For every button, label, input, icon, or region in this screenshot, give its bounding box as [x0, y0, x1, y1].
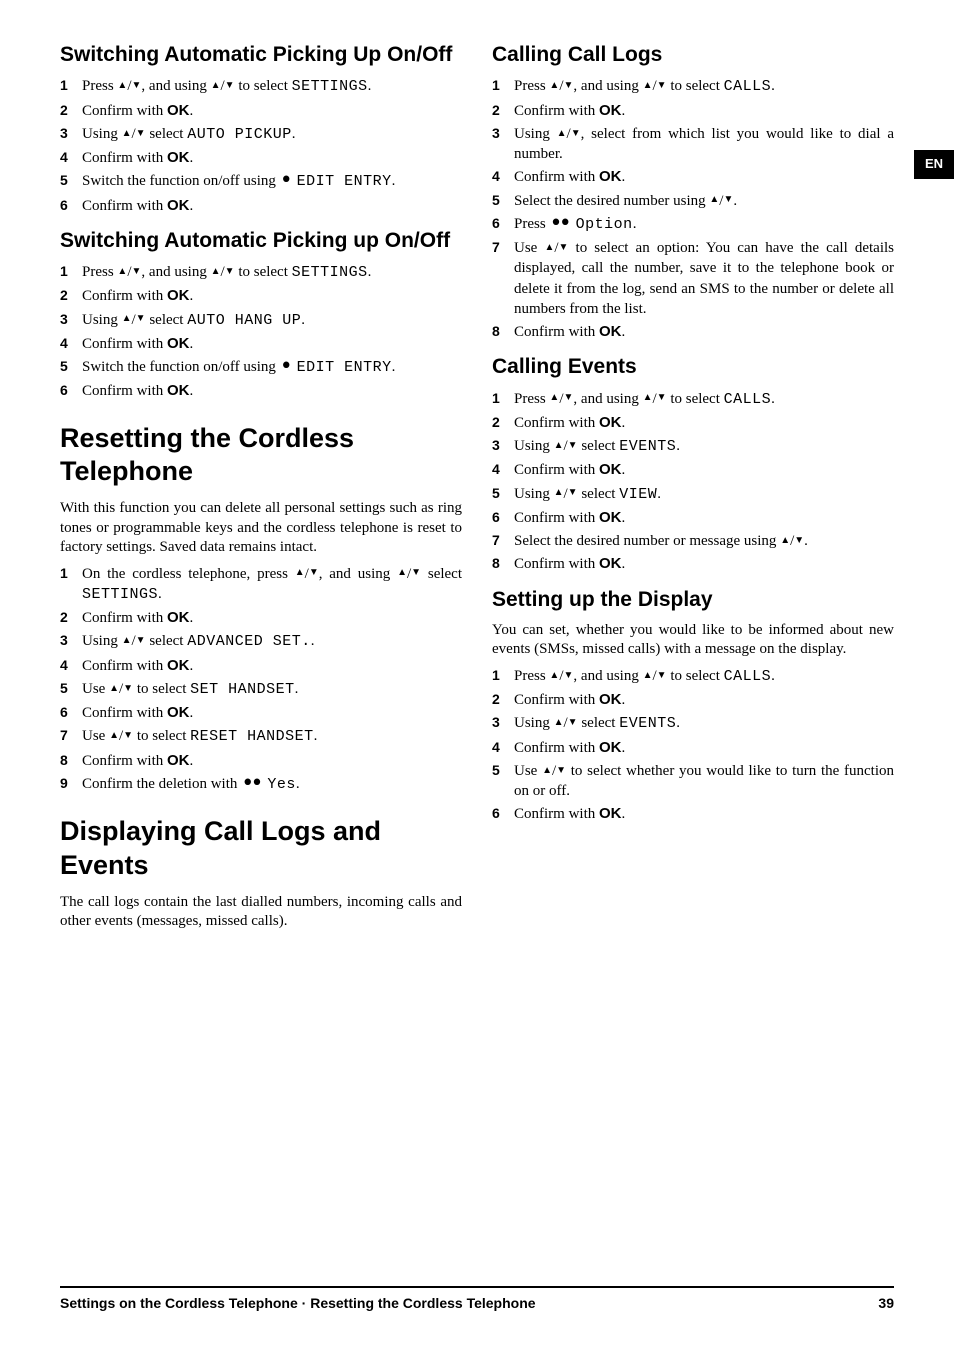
step-item: Press ▲/▼, and using ▲/▼ to select CALLS…	[492, 389, 894, 410]
step-item: Using ▲/▼ select VIEW.	[492, 484, 894, 505]
step-item: Confirm with OK.	[60, 381, 462, 401]
step-item: Confirm with OK.	[492, 738, 894, 758]
step-list: Press ▲/▼, and using ▲/▼ to select CALLS…	[492, 389, 894, 575]
step-item: Confirm with OK.	[492, 460, 894, 480]
step-item: Use ▲/▼ to select RESET HANDSET.	[60, 726, 462, 747]
step-item: Confirm with OK.	[492, 804, 894, 824]
step-item: Press ▲/▼, and using ▲/▼ to select SETTI…	[60, 76, 462, 97]
step-item: Select the desired number using ▲/▼.	[492, 191, 894, 211]
step-item: Confirm with OK.	[60, 196, 462, 216]
step-item: Confirm with OK.	[60, 656, 462, 676]
step-item: Using ▲/▼, select from which list you wo…	[492, 124, 894, 165]
page: EN Switching Automatic Picking Up On/Off…	[0, 0, 954, 1352]
step-list: On the cordless telephone, press ▲/▼, an…	[60, 564, 462, 796]
step-item: Using ▲/▼ select ADVANCED SET..	[60, 631, 462, 652]
section-heading: Switching Automatic Picking Up On/Off	[60, 42, 462, 68]
step-item: Confirm with OK.	[60, 608, 462, 628]
step-list: Press ▲/▼, and using ▲/▼ to select CALLS…	[492, 76, 894, 342]
step-item: Confirm with OK.	[60, 751, 462, 771]
step-item: On the cordless telephone, press ▲/▼, an…	[60, 564, 462, 606]
left-column: Switching Automatic Picking Up On/Off Pr…	[60, 30, 462, 938]
section-heading: Switching Automatic Picking up On/Off	[60, 228, 462, 254]
step-list: Press ▲/▼, and using ▲/▼ to select SETTI…	[60, 76, 462, 216]
step-item: Switch the function on/off using • EDIT …	[60, 357, 462, 378]
step-item: Confirm with OK.	[60, 101, 462, 121]
step-item: Confirm with OK.	[492, 413, 894, 433]
page-footer: Settings on the Cordless Telephone · Res…	[60, 1286, 894, 1312]
section-heading: Calling Call Logs	[492, 42, 894, 68]
step-item: Select the desired number or message usi…	[492, 531, 894, 551]
step-list: Press ▲/▼, and using ▲/▼ to select SETTI…	[60, 262, 462, 402]
section-heading: Calling Events	[492, 354, 894, 380]
step-item: Press ▲/▼, and using ▲/▼ to select SETTI…	[60, 262, 462, 283]
step-item: Press ▲/▼, and using ▲/▼ to select CALLS…	[492, 76, 894, 97]
step-item: Switch the function on/off using • EDIT …	[60, 171, 462, 192]
right-column: Calling Call Logs Press ▲/▼, and using ▲…	[492, 30, 894, 938]
major-heading: Displaying Call Logs and Events	[60, 815, 462, 883]
step-item: Using ▲/▼ select AUTO HANG UP.	[60, 310, 462, 331]
step-item: Confirm with OK.	[492, 167, 894, 187]
paragraph: With this function you can delete all pe…	[60, 499, 462, 558]
page-number: 39	[878, 1294, 894, 1312]
step-item: Confirm with OK.	[492, 554, 894, 574]
step-item: Use ▲/▼ to select whether you would like…	[492, 761, 894, 802]
language-tab: EN	[914, 150, 954, 179]
step-item: Confirm with OK.	[492, 101, 894, 121]
step-item: Confirm the deletion with •• Yes.	[60, 774, 462, 795]
step-item: Press ▲/▼, and using ▲/▼ to select CALLS…	[492, 666, 894, 687]
step-item: Use ▲/▼ to select an option: You can hav…	[492, 238, 894, 319]
step-item: Using ▲/▼ select EVENTS.	[492, 713, 894, 734]
step-item: Using ▲/▼ select AUTO PICKUP.	[60, 124, 462, 145]
section-heading: Setting up the Display	[492, 587, 894, 613]
paragraph: The call logs contain the last dialled n…	[60, 893, 462, 932]
step-item: Confirm with OK.	[60, 334, 462, 354]
footer-breadcrumb: Settings on the Cordless Telephone · Res…	[60, 1294, 536, 1312]
major-heading: Resetting the Cordless Telephone	[60, 422, 462, 490]
paragraph: You can set, whether you would like to b…	[492, 621, 894, 660]
step-item: Using ▲/▼ select EVENTS.	[492, 436, 894, 457]
step-item: Confirm with OK.	[60, 703, 462, 723]
step-item: Confirm with OK.	[492, 322, 894, 342]
step-item: Press •• Option.	[492, 214, 894, 235]
step-item: Confirm with OK.	[492, 508, 894, 528]
step-list: Press ▲/▼, and using ▲/▼ to select CALLS…	[492, 666, 894, 825]
step-item: Use ▲/▼ to select SET HANDSET.	[60, 679, 462, 700]
content-columns: Switching Automatic Picking Up On/Off Pr…	[60, 30, 894, 938]
step-item: Confirm with OK.	[492, 690, 894, 710]
step-item: Confirm with OK.	[60, 286, 462, 306]
step-item: Confirm with OK.	[60, 148, 462, 168]
